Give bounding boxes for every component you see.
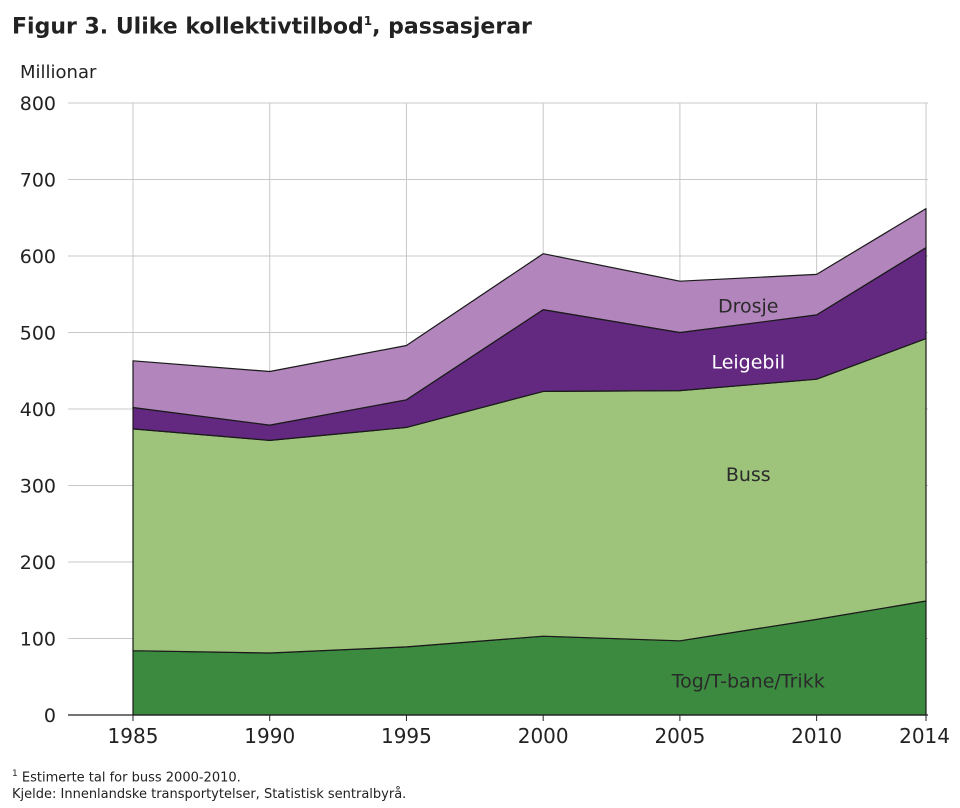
y-axis-ticks: 0 100 200 300 400 500 600 700 800: [20, 93, 56, 727]
x-tick-label: 2010: [791, 724, 842, 748]
source-note: Kjelde: Innenlandske transportytelser, S…: [12, 787, 407, 802]
x-tick-label: 2000: [518, 724, 569, 748]
chart-title: Figur 3. Ulike kollektivtilbod1, passasj…: [12, 14, 532, 39]
stacked-area-chart: 0 100 200 300 400 500 600 700 800 1985 1990 1995 20…: [20, 93, 950, 748]
x-tick-label: 1995: [381, 724, 432, 748]
footnote-marker: 1: [12, 769, 18, 779]
x-axis-ticks: 1985 1990 1995 2000 2005 2010 2014: [108, 715, 950, 748]
series-label-buss: Buss: [726, 464, 771, 486]
y-tick-label: 100: [20, 629, 56, 651]
x-tick-label: 2005: [654, 724, 705, 748]
x-tick-label: 2014: [899, 724, 950, 748]
chart-title-text: Figur 3. Ulike kollektivtilbod: [12, 14, 364, 40]
title-footnote-marker: 1: [363, 14, 373, 28]
area-drosje: [132, 208, 927, 426]
y-tick-label: 600: [20, 246, 56, 268]
series-label-tog-t-bane-trikk: Tog/T-bane/Trikk: [671, 671, 825, 693]
y-tick-label: 500: [20, 323, 56, 345]
series-label-leigebil: Leigebil: [711, 352, 785, 374]
footnote: 1 Estimerte tal for buss 2000-2010.: [12, 769, 241, 785]
series-labels: Tog/T-bane/Trikk Buss Leigebil Drosje: [671, 296, 825, 693]
x-tick-label: 1985: [108, 724, 159, 748]
y-tick-label: 200: [20, 552, 56, 574]
y-tick-label: 300: [20, 476, 56, 498]
y-tick-label: 400: [20, 399, 56, 421]
series-label-drosje: Drosje: [718, 296, 779, 318]
chart-title-suffix: , passasjerar: [372, 14, 532, 40]
y-tick-label: 700: [20, 170, 56, 192]
y-axis-unit-label: Millionar: [20, 62, 97, 83]
footnote-text: Estimerte tal for buss 2000-2010.: [17, 770, 241, 786]
y-tick-label: 0: [44, 705, 56, 727]
x-tick-label: 1990: [244, 724, 295, 748]
area-series: [132, 208, 927, 716]
y-tick-label: 800: [20, 93, 56, 115]
